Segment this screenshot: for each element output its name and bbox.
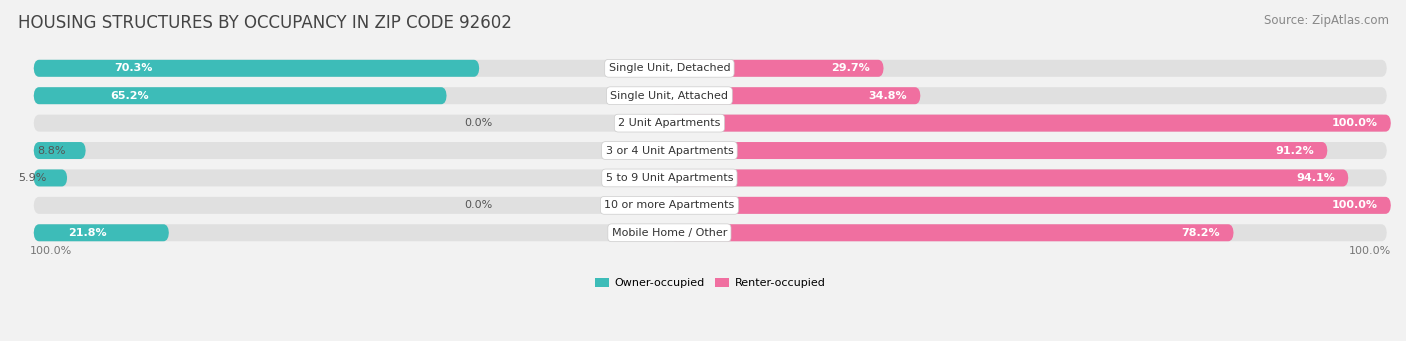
FancyBboxPatch shape [34,87,1386,104]
Text: 5.9%: 5.9% [18,173,46,183]
Text: 5 to 9 Unit Apartments: 5 to 9 Unit Apartments [606,173,733,183]
FancyBboxPatch shape [669,142,1327,159]
Text: 0.0%: 0.0% [464,201,492,210]
Text: 91.2%: 91.2% [1275,146,1313,155]
Text: 8.8%: 8.8% [37,146,66,155]
FancyBboxPatch shape [34,197,1386,214]
Text: 94.1%: 94.1% [1296,173,1334,183]
FancyBboxPatch shape [34,169,67,187]
FancyBboxPatch shape [669,115,1391,132]
Text: 34.8%: 34.8% [869,91,907,101]
FancyBboxPatch shape [669,197,1391,214]
FancyBboxPatch shape [669,60,884,77]
Text: 100.0%: 100.0% [1331,118,1378,128]
Text: 29.7%: 29.7% [831,63,870,73]
FancyBboxPatch shape [34,224,169,241]
Text: 65.2%: 65.2% [110,91,149,101]
Text: 0.0%: 0.0% [464,118,492,128]
FancyBboxPatch shape [34,142,86,159]
Text: Source: ZipAtlas.com: Source: ZipAtlas.com [1264,14,1389,27]
Text: 10 or more Apartments: 10 or more Apartments [605,201,734,210]
FancyBboxPatch shape [34,60,1386,77]
Text: 100.0%: 100.0% [1348,247,1391,256]
FancyBboxPatch shape [34,224,1386,241]
FancyBboxPatch shape [34,115,1386,132]
FancyBboxPatch shape [669,224,1233,241]
Text: Single Unit, Attached: Single Unit, Attached [610,91,728,101]
FancyBboxPatch shape [34,60,479,77]
Text: 100.0%: 100.0% [30,247,72,256]
FancyBboxPatch shape [34,87,447,104]
Text: 3 or 4 Unit Apartments: 3 or 4 Unit Apartments [606,146,734,155]
Text: 100.0%: 100.0% [1331,201,1378,210]
Text: 70.3%: 70.3% [115,63,153,73]
Text: Single Unit, Detached: Single Unit, Detached [609,63,730,73]
Text: Mobile Home / Other: Mobile Home / Other [612,228,727,238]
Text: 78.2%: 78.2% [1181,228,1220,238]
FancyBboxPatch shape [34,142,1386,159]
FancyBboxPatch shape [669,87,921,104]
Legend: Owner-occupied, Renter-occupied: Owner-occupied, Renter-occupied [591,273,830,293]
Text: 21.8%: 21.8% [67,228,107,238]
FancyBboxPatch shape [669,169,1348,187]
Text: 2 Unit Apartments: 2 Unit Apartments [619,118,721,128]
FancyBboxPatch shape [34,169,1386,187]
Text: HOUSING STRUCTURES BY OCCUPANCY IN ZIP CODE 92602: HOUSING STRUCTURES BY OCCUPANCY IN ZIP C… [18,14,512,32]
